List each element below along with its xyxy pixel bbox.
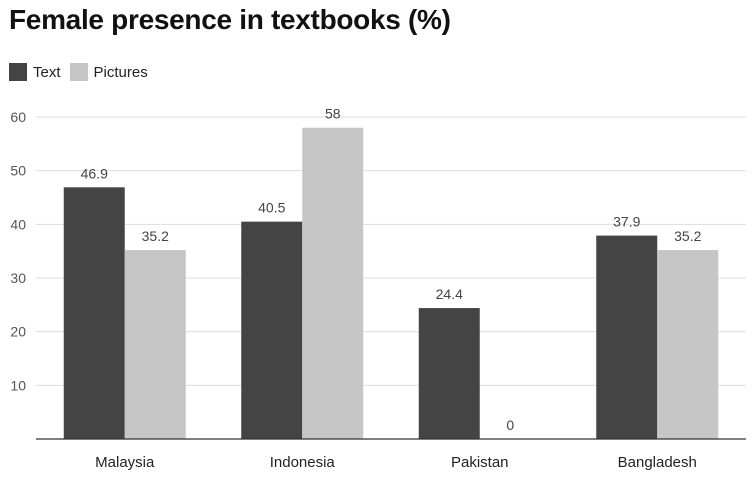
data-label: 0 (506, 417, 514, 433)
y-tick-label: 30 (10, 270, 26, 286)
data-label: 35.2 (142, 228, 169, 244)
data-label: 37.9 (613, 214, 640, 230)
legend-swatch-text (9, 63, 27, 81)
y-tick-label: 40 (10, 216, 26, 232)
data-label: 40.5 (258, 200, 285, 216)
legend: Text Pictures (9, 63, 157, 81)
data-label: 35.2 (674, 228, 701, 244)
legend-swatch-pictures (69, 63, 88, 81)
bar-pictures (302, 127, 364, 439)
x-tick-label: Indonesia (270, 454, 336, 471)
data-label: 58 (325, 106, 341, 122)
bar-text (241, 221, 303, 439)
x-tick-label: Malaysia (95, 454, 155, 471)
y-tick-label: 60 (10, 109, 26, 125)
bar-text (418, 308, 480, 439)
legend-label-pictures: Pictures (93, 63, 148, 81)
y-tick-label: 10 (10, 377, 26, 393)
chart-title: Female presence in textbooks (%) (9, 4, 451, 35)
legend-item-text: Text (9, 63, 61, 81)
data-label: 46.9 (81, 165, 108, 181)
y-tick-label: 20 (10, 324, 26, 340)
x-tick-label: Bangladesh (618, 454, 697, 471)
bar-pictures (657, 250, 719, 439)
x-tick-label: Pakistan (451, 454, 509, 471)
legend-label-text: Text (33, 63, 61, 81)
legend-item-pictures: Pictures (69, 63, 148, 81)
bar-text (63, 187, 125, 439)
y-tick-label: 50 (10, 163, 26, 179)
bar-pictures (124, 250, 186, 439)
bar-text (596, 235, 658, 439)
data-label: 24.4 (436, 286, 463, 302)
